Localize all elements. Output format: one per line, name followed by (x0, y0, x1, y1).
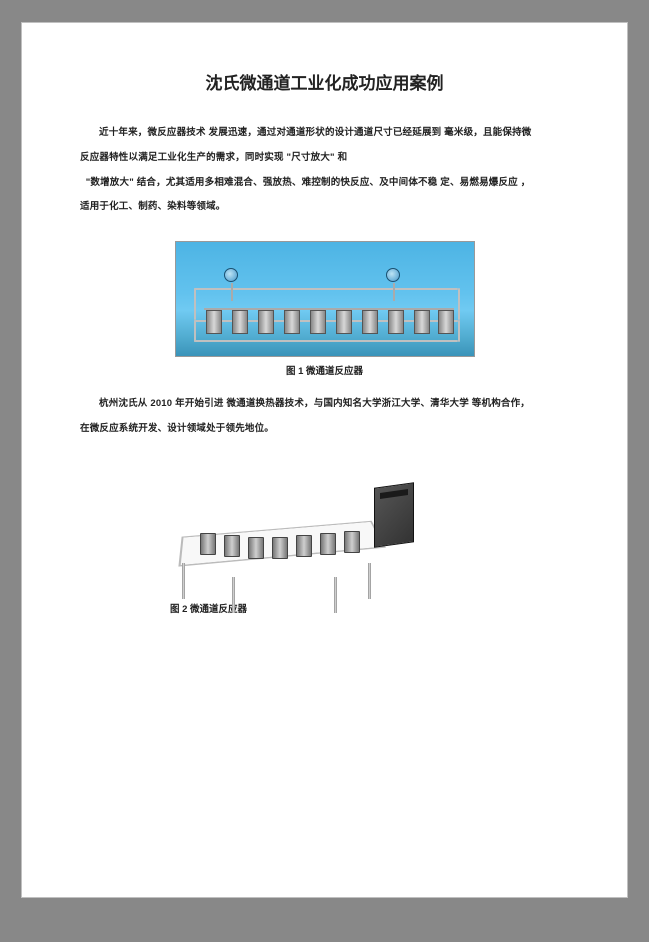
paragraph-1-line-3: "数增放大" 结合，尤其适用多相难混合、强放热、难控制的快反应、及中间体不稳 定… (80, 172, 569, 195)
figure-2-image (170, 465, 428, 595)
figure-2: 图 2 微通道反应器 (80, 465, 569, 615)
figure-1-image (175, 241, 475, 357)
gauge-icon (386, 268, 400, 282)
paragraph-1-line-1: 近十年来，微反应器技术 发展迅速，通过对通道形状的设计通道尺寸已经延展到 毫米级… (80, 122, 569, 145)
reactor-rig-1 (194, 274, 460, 342)
paragraph-2-line-2: 在微反应系统开发、设计领域处于领先地位。 (80, 418, 569, 441)
document-page: 沈氏微通道工业化成功应用案例 近十年来，微反应器技术 发展迅速，通过对通道形状的… (21, 22, 628, 898)
paragraph-1-line-4: 适用于化工、制药、染料等领域。 (80, 196, 569, 219)
figure-2-caption: 图 2 微通道反应器 (170, 601, 569, 615)
control-box-icon (374, 482, 414, 548)
paragraph-2-line-1: 杭州沈氏从 2010 年开始引进 微通道换热器技术，与国内知名大学浙江大学、清华… (80, 393, 569, 416)
figure-1-caption: 图 1 微通道反应器 (80, 363, 569, 377)
gauge-icon (224, 268, 238, 282)
page-title: 沈氏微通道工业化成功应用案例 (80, 69, 569, 94)
reactor-rig-2 (176, 493, 396, 585)
paragraph-1-line-2: 反应器特性以满足工业化生产的需求，同时实现 "尺寸放大" 和 (80, 147, 569, 170)
figure-1: 图 1 微通道反应器 (80, 241, 569, 377)
